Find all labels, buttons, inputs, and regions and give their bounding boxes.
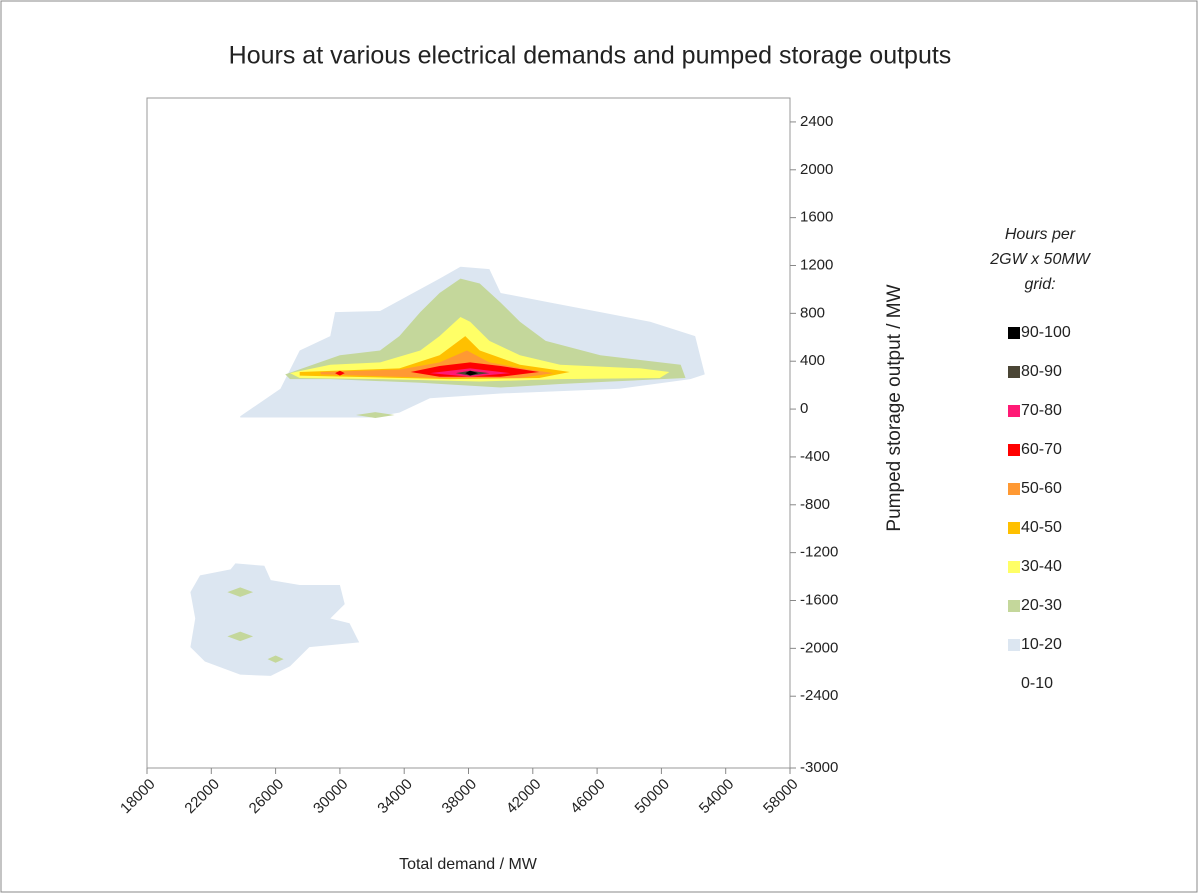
legend-label: 30-40	[1021, 558, 1062, 575]
y-tick-label: -2000	[800, 639, 838, 656]
legend-swatch	[1008, 483, 1020, 495]
y-tick-label: -400	[800, 448, 830, 465]
contour-region	[227, 631, 254, 642]
x-axis-title: Total demand / MW	[399, 856, 538, 873]
legend-swatch	[1008, 327, 1020, 339]
legend-title: grid:	[1024, 276, 1055, 293]
y-tick-label: -800	[800, 496, 830, 513]
legend-swatch	[1008, 444, 1020, 456]
legend-label: 0-10	[1021, 675, 1053, 692]
y-axis-title: Pumped storage output / MW	[884, 284, 905, 531]
legend-swatch	[1008, 600, 1020, 612]
legend-swatch	[1008, 366, 1020, 378]
contour-region	[335, 370, 345, 376]
legend-swatch	[1008, 678, 1020, 690]
legend-label: 90-100	[1021, 324, 1071, 341]
y-tick-label: 2000	[800, 161, 833, 178]
y-tick-label: 400	[800, 352, 825, 369]
legend-swatch	[1008, 405, 1020, 417]
y-tick-label: 1200	[800, 256, 833, 273]
contour-region	[267, 655, 284, 663]
contour-region	[285, 278, 686, 388]
y-tick-label: -1200	[800, 544, 838, 561]
contour-region	[355, 412, 395, 419]
contour-region	[290, 316, 670, 382]
legend-swatch	[1008, 561, 1020, 573]
chart-title: Hours at various electrical demands and …	[229, 42, 952, 70]
plot-area	[190, 266, 705, 676]
legend-label: 40-50	[1021, 519, 1062, 536]
legend-title: Hours per	[1005, 226, 1076, 243]
legend-label: 10-20	[1021, 636, 1062, 653]
legend-label: 80-90	[1021, 363, 1062, 380]
legend-title: 2GW x 50MW	[989, 251, 1091, 268]
y-tick-label: -1600	[800, 591, 838, 608]
y-tick-label: 1600	[800, 209, 833, 226]
y-tick-label: -3000	[800, 759, 838, 776]
legend-label: 50-60	[1021, 480, 1062, 497]
legend-label: 20-30	[1021, 597, 1062, 614]
legend-label: 70-80	[1021, 402, 1062, 419]
y-tick-label: 2400	[800, 113, 833, 130]
contour-region	[465, 370, 479, 376]
contour-region	[227, 587, 254, 597]
legend-swatch	[1008, 639, 1020, 651]
y-tick-label: 800	[800, 304, 825, 321]
y-tick-label: -2400	[800, 687, 838, 704]
y-tick-label: 0	[800, 400, 808, 417]
legend-label: 60-70	[1021, 441, 1062, 458]
legend-swatch	[1008, 522, 1020, 534]
